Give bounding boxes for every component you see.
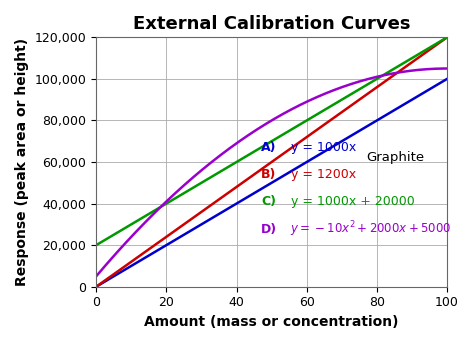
Text: y = 1000x + 20000: y = 1000x + 20000: [287, 195, 415, 208]
Text: $y = -10x^2 + 2000x + 5000$: $y = -10x^2 + 2000x + 5000$: [287, 219, 452, 239]
Text: y = 1200x: y = 1200x: [287, 168, 356, 181]
Text: Graphite: Graphite: [366, 151, 425, 164]
Title: External Calibration Curves: External Calibration Curves: [133, 15, 410, 33]
Y-axis label: Response (peak area or height): Response (peak area or height): [15, 38, 29, 286]
Text: A): A): [261, 141, 277, 153]
Text: y = 1000x: y = 1000x: [287, 141, 356, 153]
X-axis label: Amount (mass or concentration): Amount (mass or concentration): [145, 315, 399, 329]
Text: B): B): [261, 168, 276, 181]
Text: C): C): [261, 195, 276, 208]
Text: D): D): [261, 223, 277, 236]
